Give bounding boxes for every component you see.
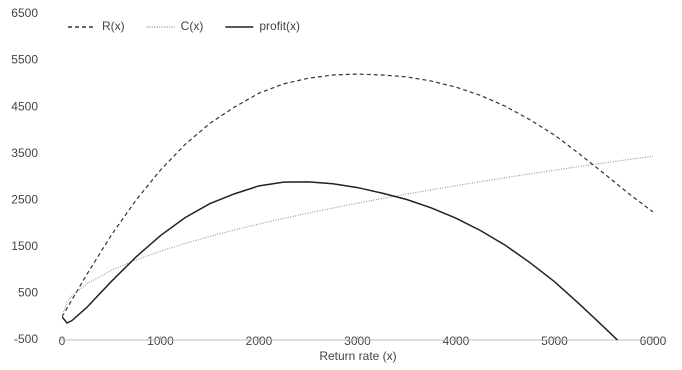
y-tick-label: 2500 [11,192,38,206]
y-tick-label: 1500 [11,239,38,253]
y-tick-label: 6500 [11,6,38,20]
x-tick-label: 0 [59,334,66,348]
x-tick-label: 6000 [640,334,667,348]
x-tick-label: 2000 [246,334,273,348]
y-tick-label: 500 [18,286,38,300]
y-tick-label: -500 [14,332,38,346]
x-tick-label: 5000 [541,334,568,348]
x-axis-title: Return rate (x) [319,349,396,363]
legend-label: R(x) [102,19,125,33]
y-tick-label: 3500 [11,146,38,160]
series-line [62,73,653,318]
x-tick-label: 1000 [147,334,174,348]
x-tick-label: 4000 [443,334,470,348]
series-line [62,181,619,340]
plot-area [62,73,653,340]
legend-label: profit(x) [259,19,300,33]
y-tick-label: 5500 [11,53,38,67]
legend-label: C(x) [181,19,204,33]
series-line [62,155,653,317]
y-tick-label: 4500 [11,99,38,113]
x-tick-label: 3000 [344,334,371,348]
